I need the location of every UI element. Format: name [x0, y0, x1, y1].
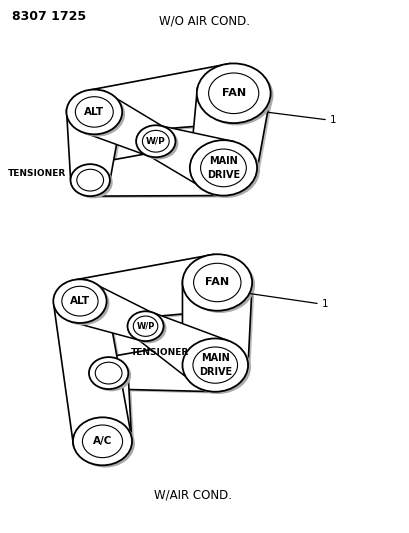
Ellipse shape	[89, 357, 128, 389]
Text: MAIN: MAIN	[209, 156, 237, 166]
Text: DRIVE: DRIVE	[198, 367, 231, 377]
Ellipse shape	[192, 142, 259, 198]
Polygon shape	[190, 88, 270, 173]
Ellipse shape	[53, 279, 106, 323]
Text: W/P: W/P	[136, 322, 154, 330]
Text: ALT: ALT	[84, 107, 104, 117]
Polygon shape	[75, 373, 134, 446]
Polygon shape	[54, 297, 131, 446]
Text: TENSIONER: TENSIONER	[8, 169, 66, 178]
Ellipse shape	[69, 92, 125, 136]
Polygon shape	[138, 312, 228, 390]
Polygon shape	[77, 254, 220, 323]
Polygon shape	[56, 298, 133, 448]
Ellipse shape	[196, 63, 270, 123]
Polygon shape	[182, 281, 252, 366]
Text: FAN: FAN	[205, 278, 229, 287]
Ellipse shape	[139, 127, 178, 159]
Text: 8307 1725: 8307 1725	[12, 10, 86, 22]
Ellipse shape	[76, 419, 135, 467]
Ellipse shape	[66, 90, 122, 134]
Polygon shape	[192, 90, 272, 175]
Polygon shape	[110, 341, 219, 394]
Polygon shape	[91, 63, 237, 134]
Text: W/AIR COND.: W/AIR COND.	[153, 488, 231, 501]
Ellipse shape	[199, 66, 273, 125]
Polygon shape	[66, 110, 122, 181]
Ellipse shape	[76, 169, 103, 191]
Text: ALT: ALT	[70, 296, 90, 306]
Text: 1: 1	[321, 299, 328, 309]
Text: W/P: W/P	[146, 137, 165, 146]
Ellipse shape	[182, 254, 252, 311]
Text: 1: 1	[329, 115, 336, 125]
Polygon shape	[150, 126, 233, 195]
Polygon shape	[72, 280, 150, 341]
Polygon shape	[79, 256, 223, 325]
Text: FAN: FAN	[221, 88, 245, 98]
Polygon shape	[91, 142, 228, 198]
Ellipse shape	[133, 316, 157, 336]
Polygon shape	[69, 112, 124, 183]
Ellipse shape	[193, 347, 237, 383]
Ellipse shape	[127, 311, 163, 341]
Text: TENSIONER: TENSIONER	[130, 348, 188, 357]
Ellipse shape	[62, 286, 98, 316]
Text: MAIN: MAIN	[200, 353, 229, 364]
Text: W/O AIR COND.: W/O AIR COND.	[159, 15, 250, 28]
Ellipse shape	[73, 417, 132, 465]
Text: A/C: A/C	[92, 437, 112, 446]
Ellipse shape	[200, 149, 246, 187]
Polygon shape	[94, 66, 239, 136]
Polygon shape	[184, 284, 254, 368]
Ellipse shape	[182, 338, 247, 392]
Ellipse shape	[208, 73, 258, 114]
Ellipse shape	[193, 263, 240, 302]
Ellipse shape	[82, 425, 122, 458]
Polygon shape	[107, 338, 217, 392]
Ellipse shape	[185, 256, 254, 313]
Ellipse shape	[95, 362, 122, 384]
Ellipse shape	[136, 125, 175, 157]
Polygon shape	[89, 140, 225, 196]
Polygon shape	[73, 372, 132, 444]
Ellipse shape	[130, 313, 166, 343]
Ellipse shape	[189, 140, 256, 196]
Ellipse shape	[142, 131, 169, 152]
Polygon shape	[85, 91, 162, 156]
Ellipse shape	[56, 281, 109, 325]
Ellipse shape	[73, 166, 112, 198]
Ellipse shape	[75, 96, 113, 127]
Text: DRIVE: DRIVE	[207, 170, 239, 180]
Ellipse shape	[185, 341, 250, 394]
Ellipse shape	[70, 164, 110, 196]
Ellipse shape	[92, 359, 131, 391]
